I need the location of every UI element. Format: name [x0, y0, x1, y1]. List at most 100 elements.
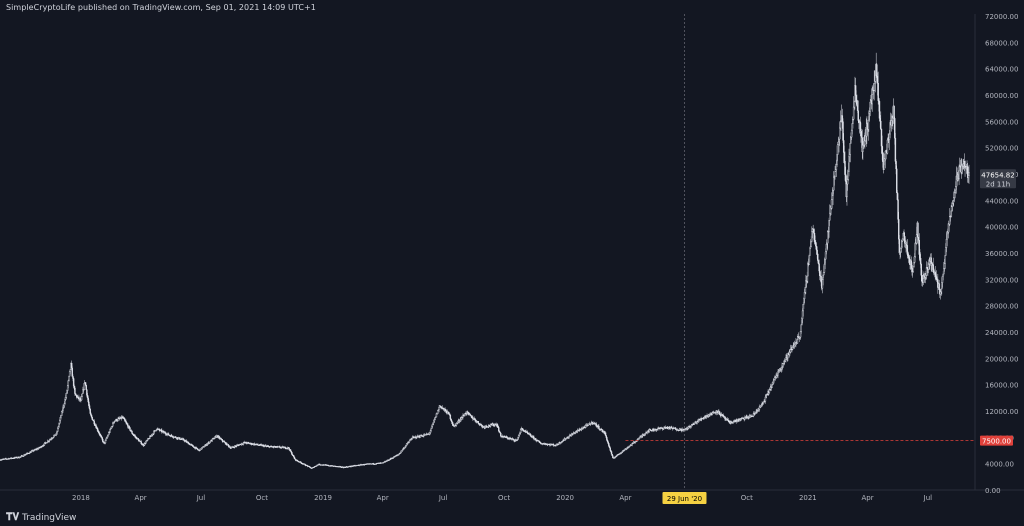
candle-body: [800, 324, 802, 332]
candle-body: [221, 439, 223, 441]
candle-body: [852, 119, 854, 124]
candle-body: [843, 152, 846, 162]
candle-body: [604, 432, 607, 436]
candle-body: [824, 258, 826, 265]
candle-body: [449, 415, 452, 420]
candle: [70, 360, 73, 369]
candle: [962, 159, 964, 170]
candle-body: [609, 447, 611, 451]
candle-body: [105, 438, 107, 441]
candle-body: [431, 424, 434, 427]
candle: [917, 222, 919, 244]
y-tick-label: 32000.00: [985, 276, 1018, 284]
candle-body: [844, 174, 847, 182]
y-tick-label: 0.00: [985, 487, 1001, 495]
candle-body: [680, 428, 682, 431]
y-tick-label: 4000.00: [985, 461, 1014, 469]
candle-body: [58, 423, 60, 427]
candle-body: [894, 137, 897, 162]
y-tick-label: 60000.00: [985, 92, 1018, 100]
candle-body: [802, 304, 804, 312]
candle-body: [859, 121, 861, 133]
candle-body: [64, 397, 67, 400]
candle-body: [884, 150, 887, 160]
candle-body: [913, 256, 916, 263]
candle-body: [831, 195, 834, 200]
candle-body: [934, 271, 936, 275]
candle-body: [429, 430, 432, 433]
candle-body: [841, 115, 844, 122]
candle-body: [56, 431, 58, 434]
candle-body: [868, 112, 870, 121]
candle-body: [925, 267, 928, 276]
candle-body: [844, 160, 846, 175]
y-tick-label: 64000.00: [985, 66, 1018, 74]
candle: [783, 359, 785, 365]
candle-body: [815, 243, 817, 247]
y-tick-label: 36000.00: [985, 250, 1018, 258]
candle-body: [912, 266, 915, 272]
candle: [657, 426, 659, 432]
candle: [604, 431, 607, 436]
candle: [852, 96, 855, 121]
candle-body: [941, 275, 944, 283]
candle-body: [73, 385, 75, 389]
candle-body: [710, 412, 712, 415]
candle-body: [66, 390, 68, 394]
candle: [768, 387, 771, 395]
candle-body: [809, 246, 812, 249]
candle-body: [605, 435, 607, 438]
candle-body: [906, 245, 909, 255]
y-tick-label: 28000.00: [985, 303, 1018, 311]
candle: [149, 435, 151, 439]
candle: [89, 408, 91, 414]
candle-body: [500, 432, 502, 437]
candle-body: [57, 427, 59, 432]
candle-body: [943, 268, 945, 275]
candle-body: [837, 141, 840, 145]
x-tick-label: Jul: [923, 494, 933, 502]
candle-body: [90, 414, 93, 418]
candle-body: [724, 416, 726, 419]
candle-body: [90, 413, 92, 416]
candle-body: [438, 406, 440, 410]
candle: [423, 433, 425, 438]
candle-body: [943, 263, 946, 269]
candle: [167, 432, 170, 436]
candle: [857, 100, 859, 124]
candle: [134, 434, 137, 439]
candle: [859, 116, 861, 137]
x-tick-label: 2018: [72, 494, 90, 502]
last-price-label: 47654.82: [981, 171, 1014, 179]
y-tick-label: 52000.00: [985, 145, 1018, 153]
candle-body: [955, 186, 957, 191]
candle-body: [772, 382, 774, 385]
candle-body: [601, 429, 603, 432]
candle-body: [764, 396, 767, 402]
candle-body: [852, 106, 855, 120]
candle: [914, 237, 917, 259]
candle-body: [901, 240, 903, 248]
candle-body: [951, 206, 953, 212]
candle-body: [806, 275, 808, 282]
candle-body: [450, 418, 452, 421]
candle-body: [825, 250, 827, 260]
candle-body: [810, 241, 812, 247]
candle: [964, 165, 966, 177]
candle-body: [879, 118, 881, 122]
candle-body: [914, 242, 917, 257]
candle: [91, 416, 93, 420]
candle-body: [448, 412, 450, 415]
candle-body: [785, 357, 787, 360]
candle-body: [962, 163, 964, 167]
candle-body: [953, 197, 955, 201]
candle: [437, 410, 439, 414]
candle-body: [829, 212, 831, 221]
candle-body: [445, 409, 447, 412]
tradingview-logo-icon: 𝐓𝐕: [6, 512, 20, 523]
candle: [842, 118, 844, 144]
candle-body: [822, 274, 824, 280]
candle-body: [884, 158, 886, 162]
candle-body: [825, 244, 828, 252]
